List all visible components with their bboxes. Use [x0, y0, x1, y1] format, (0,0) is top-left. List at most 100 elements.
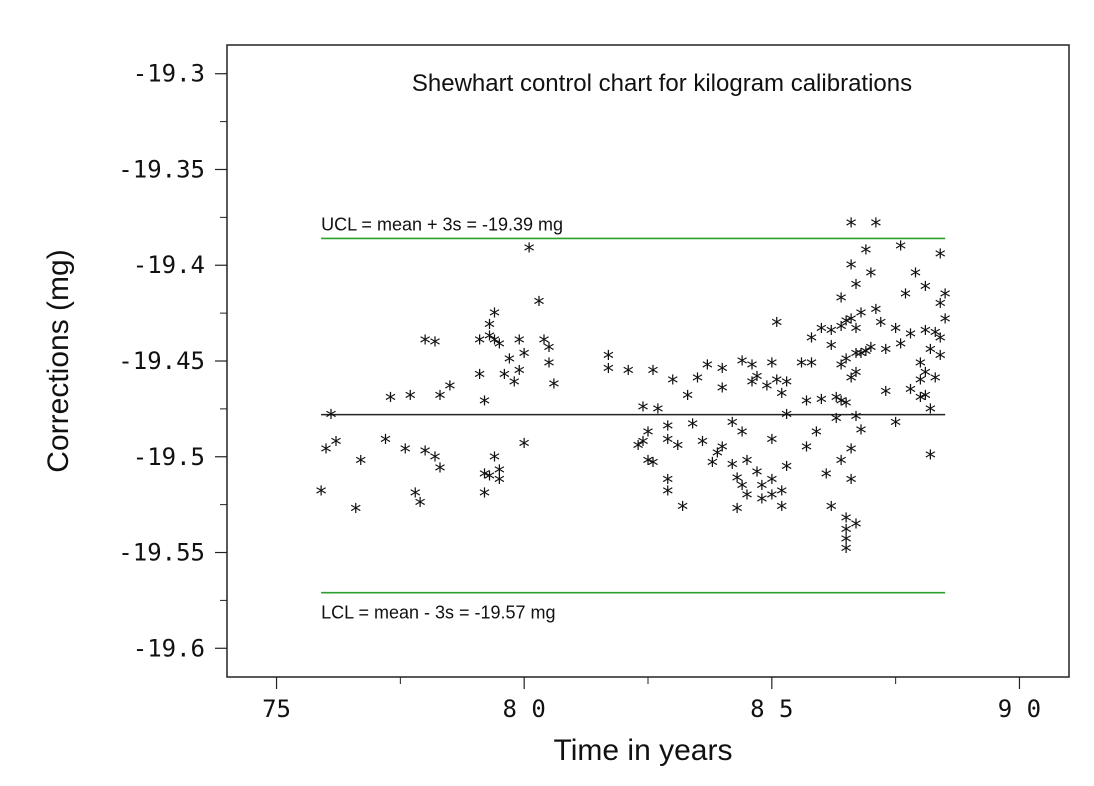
- data-point: *: [513, 332, 526, 357]
- data-point: *: [716, 439, 729, 464]
- data-point: *: [488, 449, 501, 474]
- data-point: *: [701, 357, 714, 382]
- data-point: *: [849, 364, 862, 389]
- data-point: *: [909, 265, 922, 290]
- data-point: *: [716, 380, 729, 405]
- data-point: *: [849, 276, 862, 301]
- data-point: *: [542, 340, 555, 365]
- data-point: *: [473, 332, 486, 357]
- data-point: *: [780, 374, 793, 399]
- data-point: *: [735, 424, 748, 449]
- data-point: *: [934, 330, 947, 355]
- data-point: *: [835, 453, 848, 478]
- data-point: *: [839, 313, 852, 338]
- data-point: *: [889, 320, 902, 345]
- data-point: *: [830, 389, 843, 414]
- data-point: *: [775, 386, 788, 411]
- data-point: *: [864, 340, 877, 365]
- data-point: *: [493, 472, 506, 497]
- data-point: *: [849, 345, 862, 370]
- data-point: *: [740, 487, 753, 512]
- data-point: *: [686, 416, 699, 441]
- data-point: *: [532, 294, 545, 319]
- lcl-label: LCL = mean - 3s = -19.57 mg: [321, 603, 555, 623]
- data-point: *: [433, 460, 446, 485]
- data-point: *: [805, 355, 818, 380]
- data-point: *: [795, 355, 808, 380]
- data-point: *: [879, 342, 892, 367]
- data-point: *: [651, 401, 664, 426]
- data-point: *: [839, 510, 852, 535]
- data-point: *: [404, 387, 417, 412]
- data-point: *: [641, 453, 654, 478]
- data-point: *: [835, 319, 848, 344]
- data-point: *: [835, 290, 848, 315]
- data-point: *: [745, 357, 758, 382]
- data-point: *: [924, 447, 937, 472]
- data-point: *: [934, 296, 947, 321]
- data-point: *: [750, 368, 763, 393]
- data-point: *: [839, 541, 852, 566]
- data-point: *: [731, 500, 744, 525]
- data-point: *: [661, 472, 674, 497]
- data-point: *: [844, 441, 857, 466]
- data-point: *: [473, 366, 486, 391]
- data-point: *: [825, 499, 838, 524]
- data-point: *: [542, 355, 555, 380]
- data-point: *: [914, 355, 927, 380]
- x-tick-label: 9 0: [998, 695, 1041, 723]
- data-point: *: [443, 378, 456, 403]
- y-tick-label: -19.35: [118, 155, 205, 183]
- data-point: *: [825, 322, 838, 347]
- data-point: *: [706, 455, 719, 480]
- data-point: *: [854, 345, 867, 370]
- data-point: *: [904, 326, 917, 351]
- data-point: *: [839, 531, 852, 556]
- data-point: *: [726, 456, 739, 481]
- data-point: *: [731, 470, 744, 495]
- data-point: *: [854, 305, 867, 330]
- data-point: *: [810, 424, 823, 449]
- data-point: *: [602, 361, 615, 386]
- data-point: *: [726, 414, 739, 439]
- data-point: *: [319, 441, 332, 466]
- data-point: *: [735, 353, 748, 378]
- data-point: *: [869, 301, 882, 326]
- data-point: *: [681, 387, 694, 412]
- data-point: *: [518, 435, 531, 460]
- x-axis-title: Time in years: [554, 734, 733, 767]
- data-point: *: [622, 363, 635, 388]
- data-point: *: [844, 257, 857, 282]
- data-point: *: [428, 334, 441, 359]
- y-tick-label: -19.55: [118, 539, 205, 567]
- data-point: *: [770, 315, 783, 340]
- data-point: *: [839, 395, 852, 420]
- data-point: *: [661, 432, 674, 457]
- x-tick-label: 75: [262, 695, 291, 723]
- data-point: *: [770, 372, 783, 397]
- data-point: *: [641, 424, 654, 449]
- data-point: *: [379, 432, 392, 457]
- data-point: *: [825, 338, 838, 363]
- data-point: *: [835, 393, 848, 418]
- data-point: *: [409, 485, 422, 510]
- data-point: *: [775, 483, 788, 508]
- data-point: *: [661, 483, 674, 508]
- data-point: *: [844, 215, 857, 240]
- data-point: *: [493, 336, 506, 361]
- data-point: *: [914, 372, 927, 397]
- data-point: *: [854, 422, 867, 447]
- data-point: *: [631, 437, 644, 462]
- data-point: *: [508, 374, 521, 399]
- data-point: *: [849, 516, 862, 541]
- data-point: *: [671, 437, 684, 462]
- data-point: *: [919, 364, 932, 389]
- data-point: *: [488, 305, 501, 330]
- data-point: *: [780, 458, 793, 483]
- data-point: *: [493, 462, 506, 487]
- data-point: *: [666, 372, 679, 397]
- data-point: *: [636, 399, 649, 424]
- data-point: *: [478, 485, 491, 510]
- data-point: *: [324, 407, 337, 432]
- data-point: *: [711, 445, 724, 470]
